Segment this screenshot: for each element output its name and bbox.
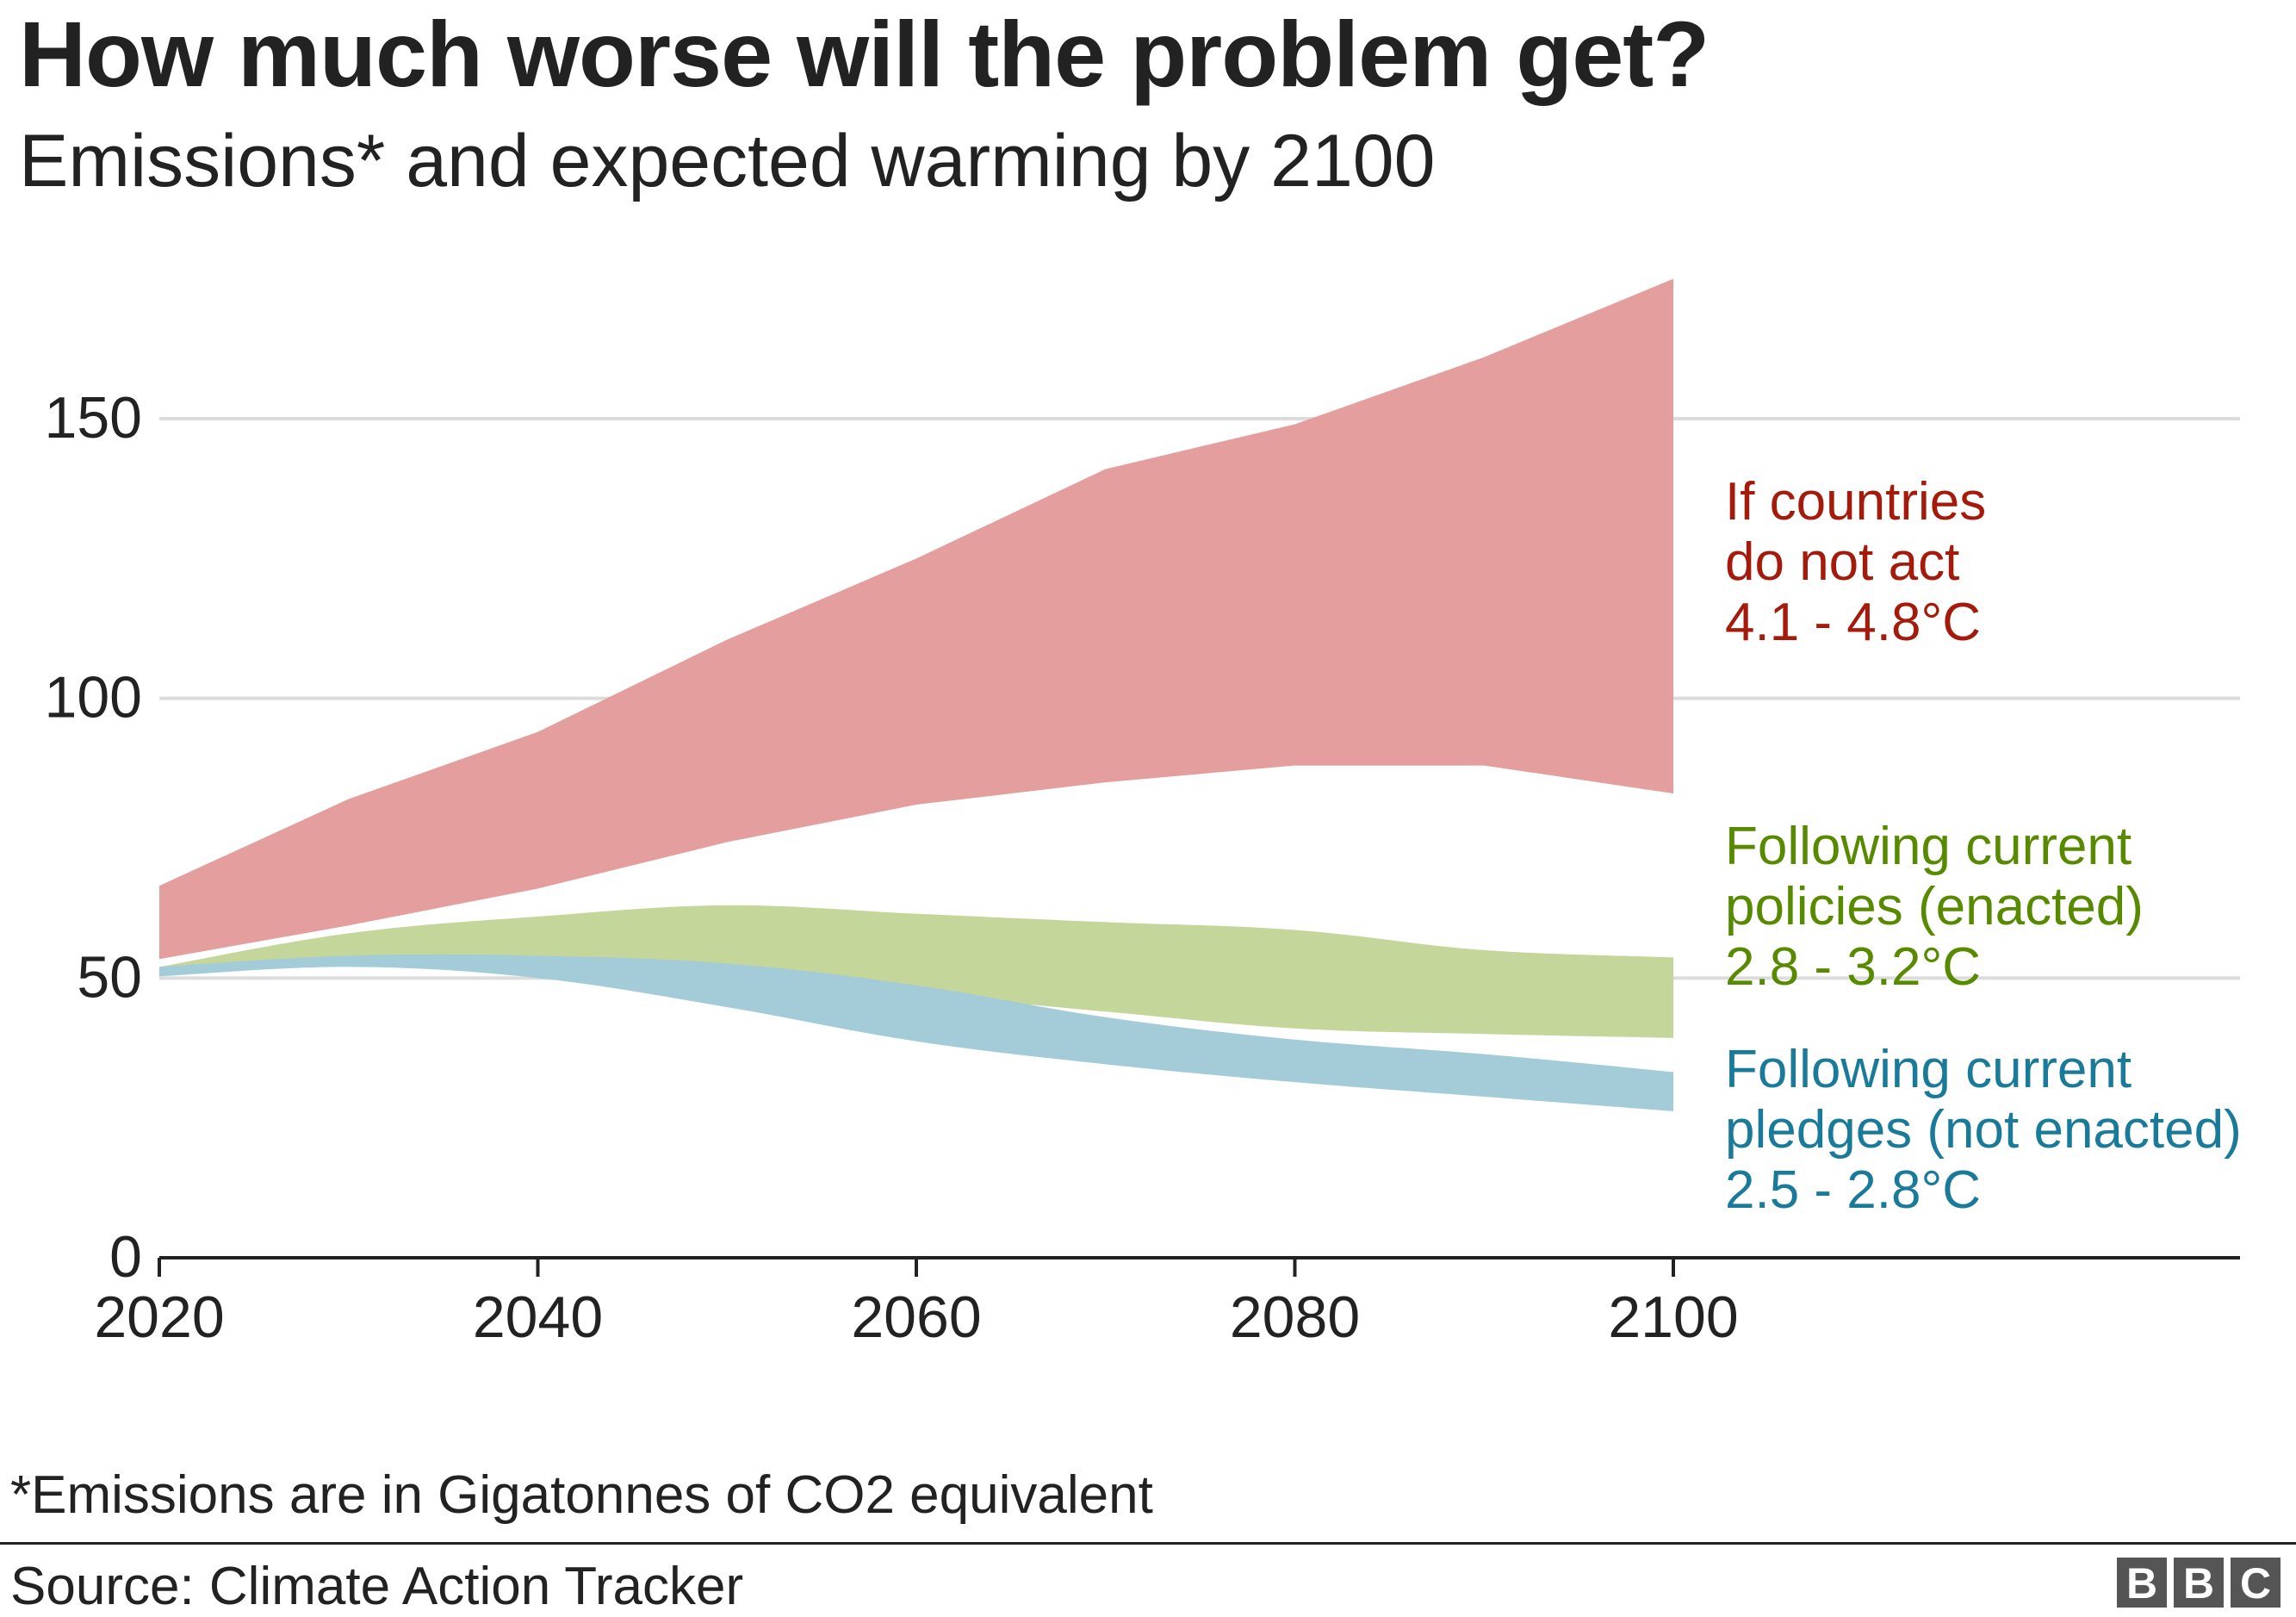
series-label: do not act <box>1725 532 1959 592</box>
y-tick-label: 150 <box>45 385 142 451</box>
y-tick-label: 50 <box>77 944 142 1010</box>
chart-title: How much worse will the problem get? <box>19 2 1710 106</box>
series-label: 2.8 - 3.2°C <box>1725 937 1981 997</box>
series-label: policies (enacted) <box>1725 877 2144 936</box>
chart-subtitle: Emissions* and expected warming by 2100 <box>19 120 1436 202</box>
x-tick-label: 2020 <box>94 1284 224 1350</box>
source-note: Source: Climate Action Tracker <box>10 1557 744 1616</box>
series-label: pledges (not enacted) <box>1725 1100 2242 1160</box>
footer-divider <box>0 1542 2296 1545</box>
x-tick-label: 2100 <box>1608 1284 1738 1350</box>
series-label: 4.1 - 4.8°C <box>1725 593 1981 652</box>
footnote: *Emissions are in Gigatonnes of CO2 equi… <box>10 1465 1153 1525</box>
band-policies <box>159 905 1673 1038</box>
x-tick-label: 2080 <box>1230 1284 1360 1350</box>
y-tick-label: 0 <box>109 1224 142 1290</box>
series-label: 2.5 - 2.8°C <box>1725 1160 1981 1220</box>
band-pledges <box>159 954 1673 1111</box>
series-label: Following current <box>1725 1040 2132 1099</box>
y-tick-label: 100 <box>45 665 142 731</box>
x-tick-label: 2040 <box>473 1284 603 1350</box>
band-no-action <box>159 278 1673 960</box>
series-label: If countries <box>1725 472 1986 532</box>
x-tick-label: 2060 <box>851 1284 981 1350</box>
series-label: Following current <box>1725 817 2132 876</box>
